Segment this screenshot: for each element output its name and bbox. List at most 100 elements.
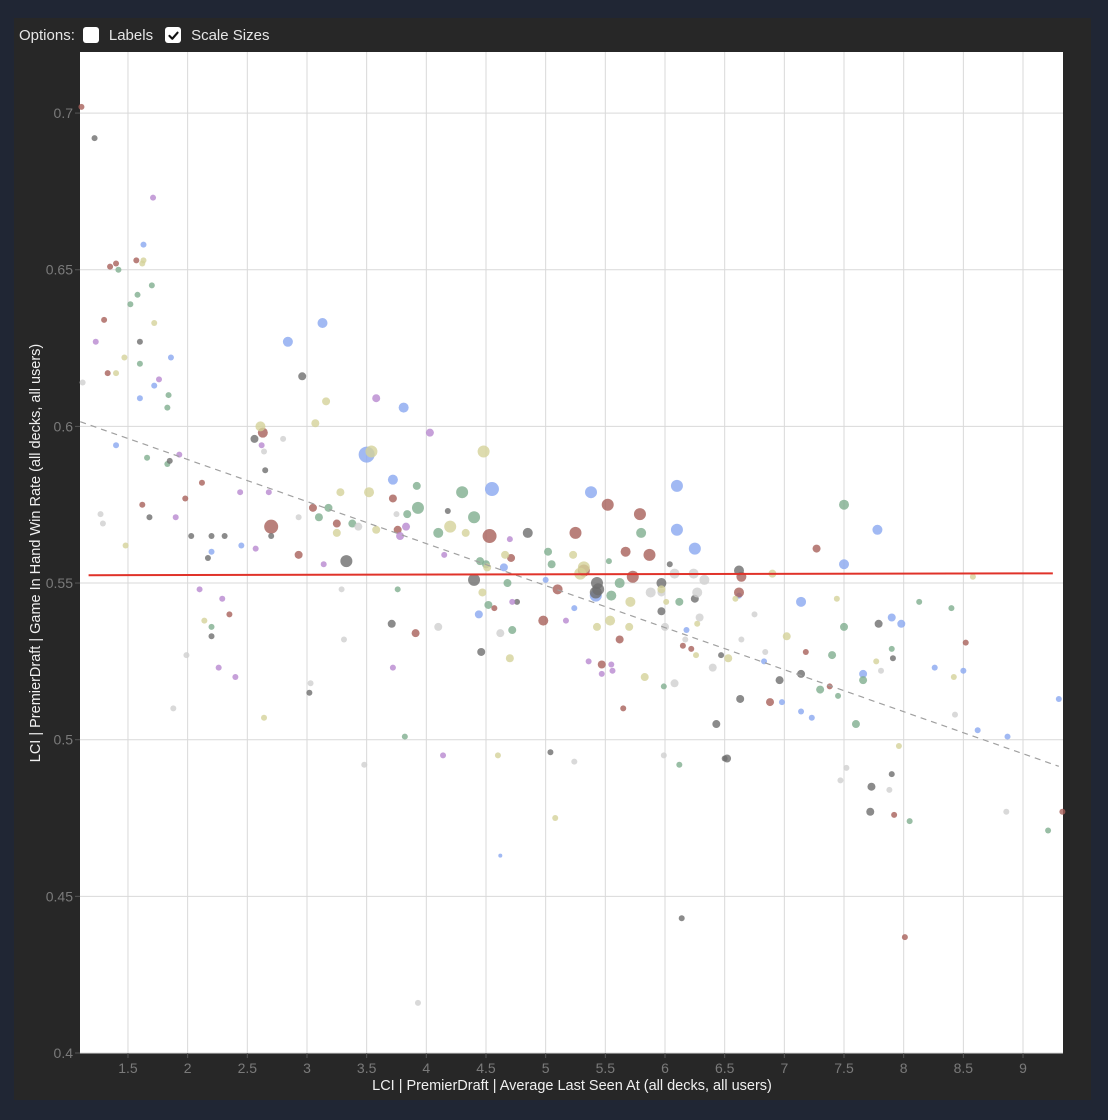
data-point xyxy=(295,514,302,521)
data-point xyxy=(1003,808,1010,815)
data-point xyxy=(322,397,331,406)
y-tick-label: 0.65 xyxy=(46,262,73,278)
data-point xyxy=(139,501,146,508)
data-point xyxy=(196,586,203,593)
data-point xyxy=(156,376,163,383)
data-point xyxy=(675,597,684,606)
y-tick-label: 0.4 xyxy=(54,1045,74,1061)
data-point xyxy=(542,576,549,583)
data-point xyxy=(676,761,683,768)
data-point xyxy=(434,622,443,631)
labels-checkbox[interactable] xyxy=(82,27,99,43)
data-point xyxy=(633,508,646,521)
data-point xyxy=(308,503,317,512)
data-point xyxy=(762,648,769,655)
data-point xyxy=(615,635,624,644)
data-point xyxy=(215,664,222,671)
data-point xyxy=(140,241,147,248)
data-point xyxy=(833,595,840,602)
x-tick-label: 8.5 xyxy=(954,1060,974,1076)
data-point xyxy=(552,584,563,595)
data-point xyxy=(314,513,323,522)
data-point xyxy=(255,421,266,432)
data-point xyxy=(812,544,821,553)
data-point xyxy=(678,915,685,922)
data-point xyxy=(571,605,578,612)
data-point xyxy=(670,523,683,536)
data-point xyxy=(562,617,569,624)
data-point xyxy=(320,561,327,568)
data-point xyxy=(264,519,279,534)
data-point xyxy=(775,676,784,685)
data-point xyxy=(950,674,957,681)
data-point xyxy=(663,598,670,605)
data-point xyxy=(146,514,153,521)
data-point xyxy=(104,370,111,377)
data-point xyxy=(837,777,844,784)
data-point xyxy=(693,652,700,659)
x-axis-title: LCI | PremierDraft | Average Last Seen A… xyxy=(372,1078,772,1094)
data-point xyxy=(468,511,481,524)
data-point xyxy=(232,674,239,681)
data-point xyxy=(656,578,667,589)
data-point xyxy=(208,623,215,630)
data-point xyxy=(888,771,895,778)
data-point xyxy=(694,620,701,627)
data-point xyxy=(569,550,578,559)
scale-sizes-checkbox[interactable] xyxy=(165,27,182,43)
data-point xyxy=(440,752,447,759)
data-point xyxy=(699,574,710,585)
data-point xyxy=(238,542,245,549)
data-point xyxy=(544,547,553,556)
data-point xyxy=(872,524,883,535)
data-point xyxy=(688,645,695,652)
data-point xyxy=(625,596,636,607)
data-point xyxy=(151,382,158,389)
data-point xyxy=(589,586,602,599)
data-point xyxy=(859,669,868,678)
data-point xyxy=(951,711,958,718)
data-point xyxy=(461,528,470,537)
data-point xyxy=(828,651,837,660)
data-point xyxy=(476,557,485,566)
scale-sizes-checkbox-label[interactable]: Scale Sizes xyxy=(191,26,270,44)
data-point xyxy=(507,553,516,562)
data-point xyxy=(477,647,486,656)
data-point xyxy=(798,708,805,715)
data-point xyxy=(718,652,725,659)
data-point xyxy=(889,655,896,662)
data-point xyxy=(294,550,303,559)
data-point xyxy=(388,494,397,503)
data-point xyxy=(505,654,514,663)
data-point xyxy=(571,758,578,765)
data-point xyxy=(661,622,670,631)
data-point xyxy=(660,683,667,690)
data-point xyxy=(692,587,703,598)
data-point xyxy=(133,257,140,264)
data-point xyxy=(609,667,616,674)
data-point xyxy=(79,379,86,386)
data-point xyxy=(598,670,605,677)
data-point xyxy=(201,617,208,624)
y-axis-title: LCI | PremierDraft | Game In Hand Win Ra… xyxy=(28,344,44,763)
mean-line xyxy=(88,572,1053,577)
x-tick-label: 5.5 xyxy=(596,1060,616,1076)
data-point xyxy=(444,520,457,533)
data-point xyxy=(931,664,938,671)
labels-checkbox-label[interactable]: Labels xyxy=(108,26,154,44)
data-point xyxy=(688,542,701,555)
data-point xyxy=(738,636,745,643)
data-point xyxy=(127,301,134,308)
data-point xyxy=(113,260,120,267)
data-point xyxy=(348,519,357,528)
data-point xyxy=(78,103,85,110)
data-point xyxy=(258,442,265,449)
data-point xyxy=(444,507,451,514)
data-point xyxy=(412,481,421,490)
data-point xyxy=(1045,827,1052,834)
data-point xyxy=(403,510,412,519)
data-point xyxy=(816,685,825,694)
data-point xyxy=(261,714,268,721)
data-point xyxy=(150,194,157,201)
checkmark-icon xyxy=(167,31,179,40)
